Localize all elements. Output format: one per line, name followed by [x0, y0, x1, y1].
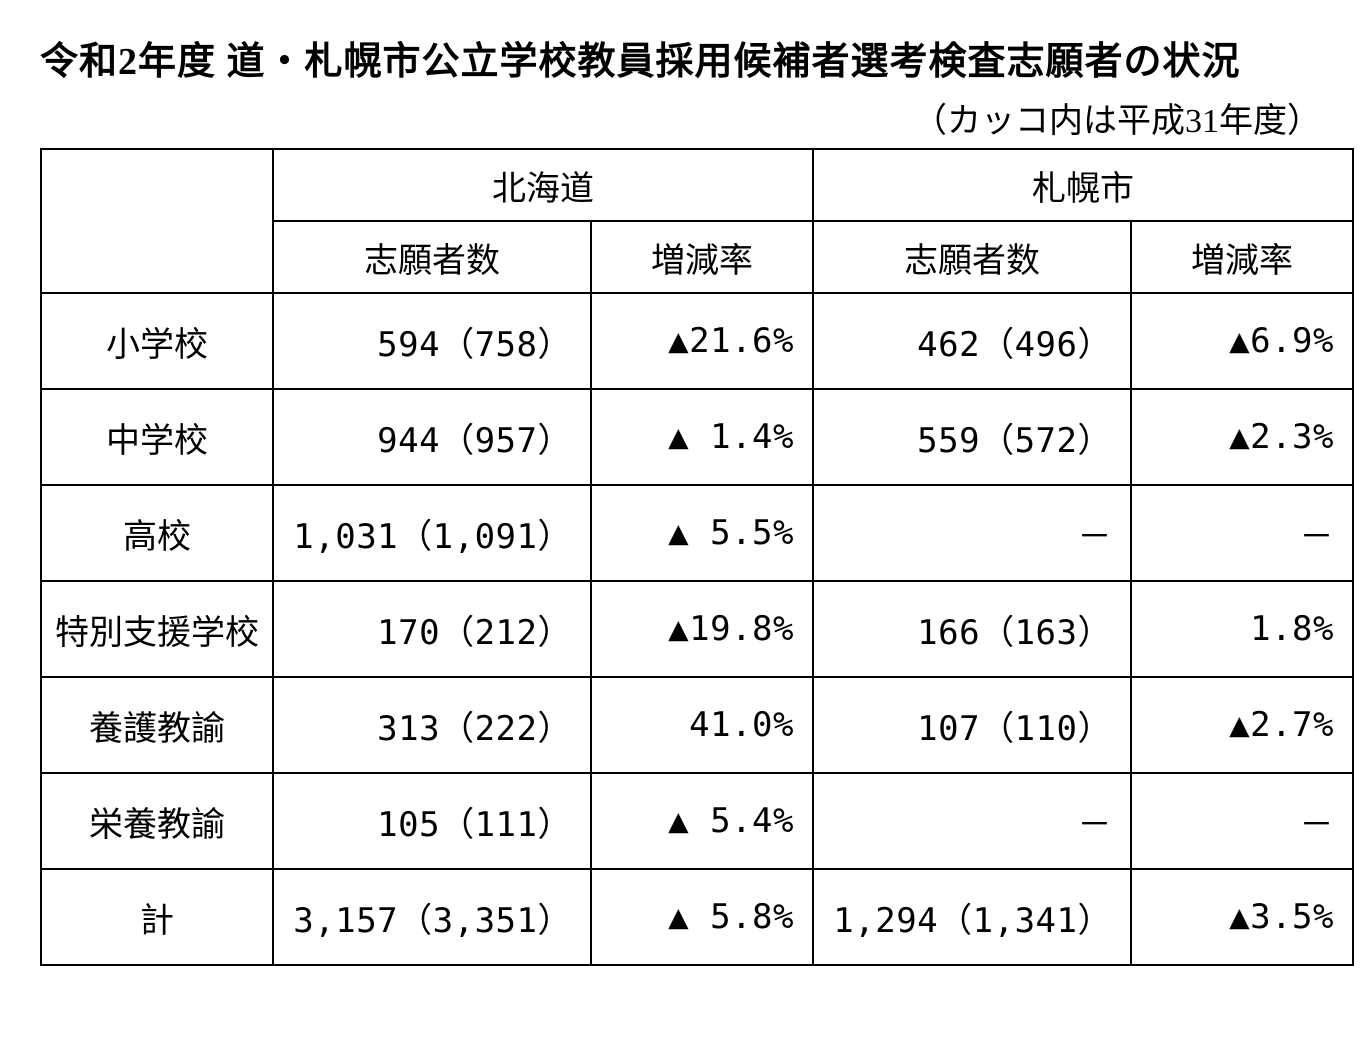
cell: 105（111） — [273, 773, 591, 869]
table-row: 中学校 944（957） ▲ 1.4% 559（572） ▲2.3% — [41, 389, 1353, 485]
row-label: 小学校 — [41, 293, 273, 389]
table-row: 栄養教諭 105（111） ▲ 5.4% － － — [41, 773, 1353, 869]
cell: 166（163） — [813, 581, 1131, 677]
cell: 462（496） — [813, 293, 1131, 389]
subhead-s-rate: 増減率 — [1131, 221, 1353, 293]
cell: － — [813, 773, 1131, 869]
table-row: 特別支援学校 170（212） ▲19.8% 166（163） 1.8% — [41, 581, 1353, 677]
cell: ▲ 5.8% — [591, 869, 813, 965]
row-label: 特別支援学校 — [41, 581, 273, 677]
region-header-sapporo: 札幌市 — [813, 149, 1353, 221]
cell: ▲2.7% — [1131, 677, 1353, 773]
table-row: 小学校 594（758） ▲21.6% 462（496） ▲6.9% — [41, 293, 1353, 389]
cell: 3,157（3,351） — [273, 869, 591, 965]
table-body: 小学校 594（758） ▲21.6% 462（496） ▲6.9% 中学校 9… — [41, 293, 1353, 965]
applicant-table: 北海道 札幌市 志願者数 増減率 志願者数 増減率 小学校 594（758） ▲… — [40, 148, 1354, 966]
page-subtitle: （カッコ内は平成31年度） — [40, 93, 1331, 142]
cell: 170（212） — [273, 581, 591, 677]
cell: ▲19.8% — [591, 581, 813, 677]
cell: 1,294（1,341） — [813, 869, 1131, 965]
cell: ▲2.3% — [1131, 389, 1353, 485]
cell: 944（957） — [273, 389, 591, 485]
cell: 41.0% — [591, 677, 813, 773]
region-header-hokkaido: 北海道 — [273, 149, 813, 221]
row-label: 養護教諭 — [41, 677, 273, 773]
row-label: 中学校 — [41, 389, 273, 485]
table-row: 高校 1,031（1,091） ▲ 5.5% － － — [41, 485, 1353, 581]
row-label: 計 — [41, 869, 273, 965]
cell: － — [1131, 773, 1353, 869]
cell: 107（110） — [813, 677, 1131, 773]
cell: ▲ 1.4% — [591, 389, 813, 485]
table-corner — [41, 149, 273, 293]
cell: ▲ 5.4% — [591, 773, 813, 869]
cell: 594（758） — [273, 293, 591, 389]
cell: ▲21.6% — [591, 293, 813, 389]
cell: 1.8% — [1131, 581, 1353, 677]
cell: － — [1131, 485, 1353, 581]
cell: 559（572） — [813, 389, 1131, 485]
cell: 313（222） — [273, 677, 591, 773]
cell: ▲6.9% — [1131, 293, 1353, 389]
page-title: 令和2年度 道・札幌市公立学校教員採用候補者選考検査志願者の状況 — [40, 30, 1331, 85]
row-label: 高校 — [41, 485, 273, 581]
subhead-h-applicants: 志願者数 — [273, 221, 591, 293]
table-row: 計 3,157（3,351） ▲ 5.8% 1,294（1,341） ▲3.5% — [41, 869, 1353, 965]
row-label: 栄養教諭 — [41, 773, 273, 869]
cell: － — [813, 485, 1131, 581]
cell: ▲ 5.5% — [591, 485, 813, 581]
cell: 1,031（1,091） — [273, 485, 591, 581]
subhead-h-rate: 増減率 — [591, 221, 813, 293]
subhead-s-applicants: 志願者数 — [813, 221, 1131, 293]
table-row: 養護教諭 313（222） 41.0% 107（110） ▲2.7% — [41, 677, 1353, 773]
cell: ▲3.5% — [1131, 869, 1353, 965]
